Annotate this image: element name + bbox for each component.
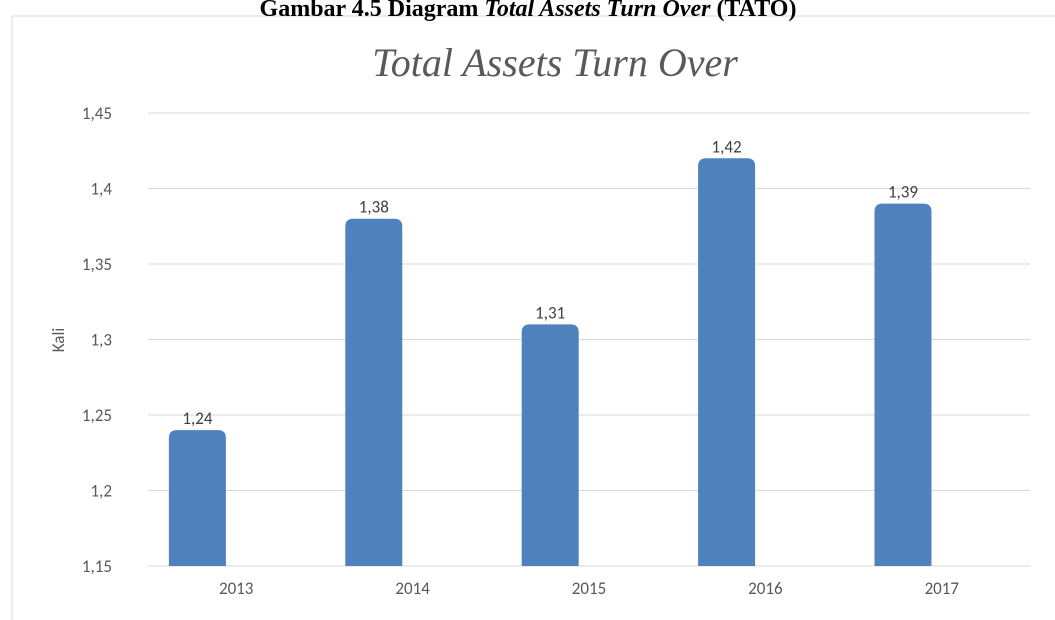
caption-part: (TATO) — [716, 0, 796, 22]
data-label: 1,31 — [535, 302, 565, 323]
y-tick-label: 1,15 — [82, 556, 112, 577]
bar — [168, 430, 226, 566]
bar — [698, 158, 756, 567]
bar — [345, 218, 403, 566]
x-tick-label: 2016 — [748, 578, 783, 599]
y-tick-label: 1,35 — [82, 254, 112, 275]
data-label: 1,42 — [712, 136, 742, 157]
x-tick-label: 2014 — [395, 578, 430, 599]
y-tick-label: 1,45 — [82, 103, 112, 124]
y-tick-label: 1,3 — [91, 330, 112, 351]
y-axis-label: Kali — [48, 328, 69, 353]
bar — [874, 203, 932, 566]
caption: Gambar 4.5 Diagram Total Assets Turn Ove… — [260, 0, 797, 22]
caption-part: Total Assets Turn Over — [484, 0, 711, 22]
x-tick-label: 2017 — [925, 578, 960, 599]
data-label: 1,24 — [182, 408, 212, 429]
bar — [521, 324, 579, 566]
y-tick-label: 1,25 — [82, 405, 112, 426]
data-label: 1,39 — [888, 182, 918, 203]
chart-title: Total Assets Turn Over — [372, 40, 738, 85]
data-label: 1,38 — [359, 197, 389, 218]
caption-part: Gambar 4.5 Diagram — [260, 0, 479, 22]
y-tick-label: 1,2 — [91, 481, 112, 502]
x-tick-label: 2013 — [219, 578, 253, 599]
x-tick-label: 2015 — [572, 578, 606, 599]
y-tick-label: 1,4 — [91, 179, 113, 200]
